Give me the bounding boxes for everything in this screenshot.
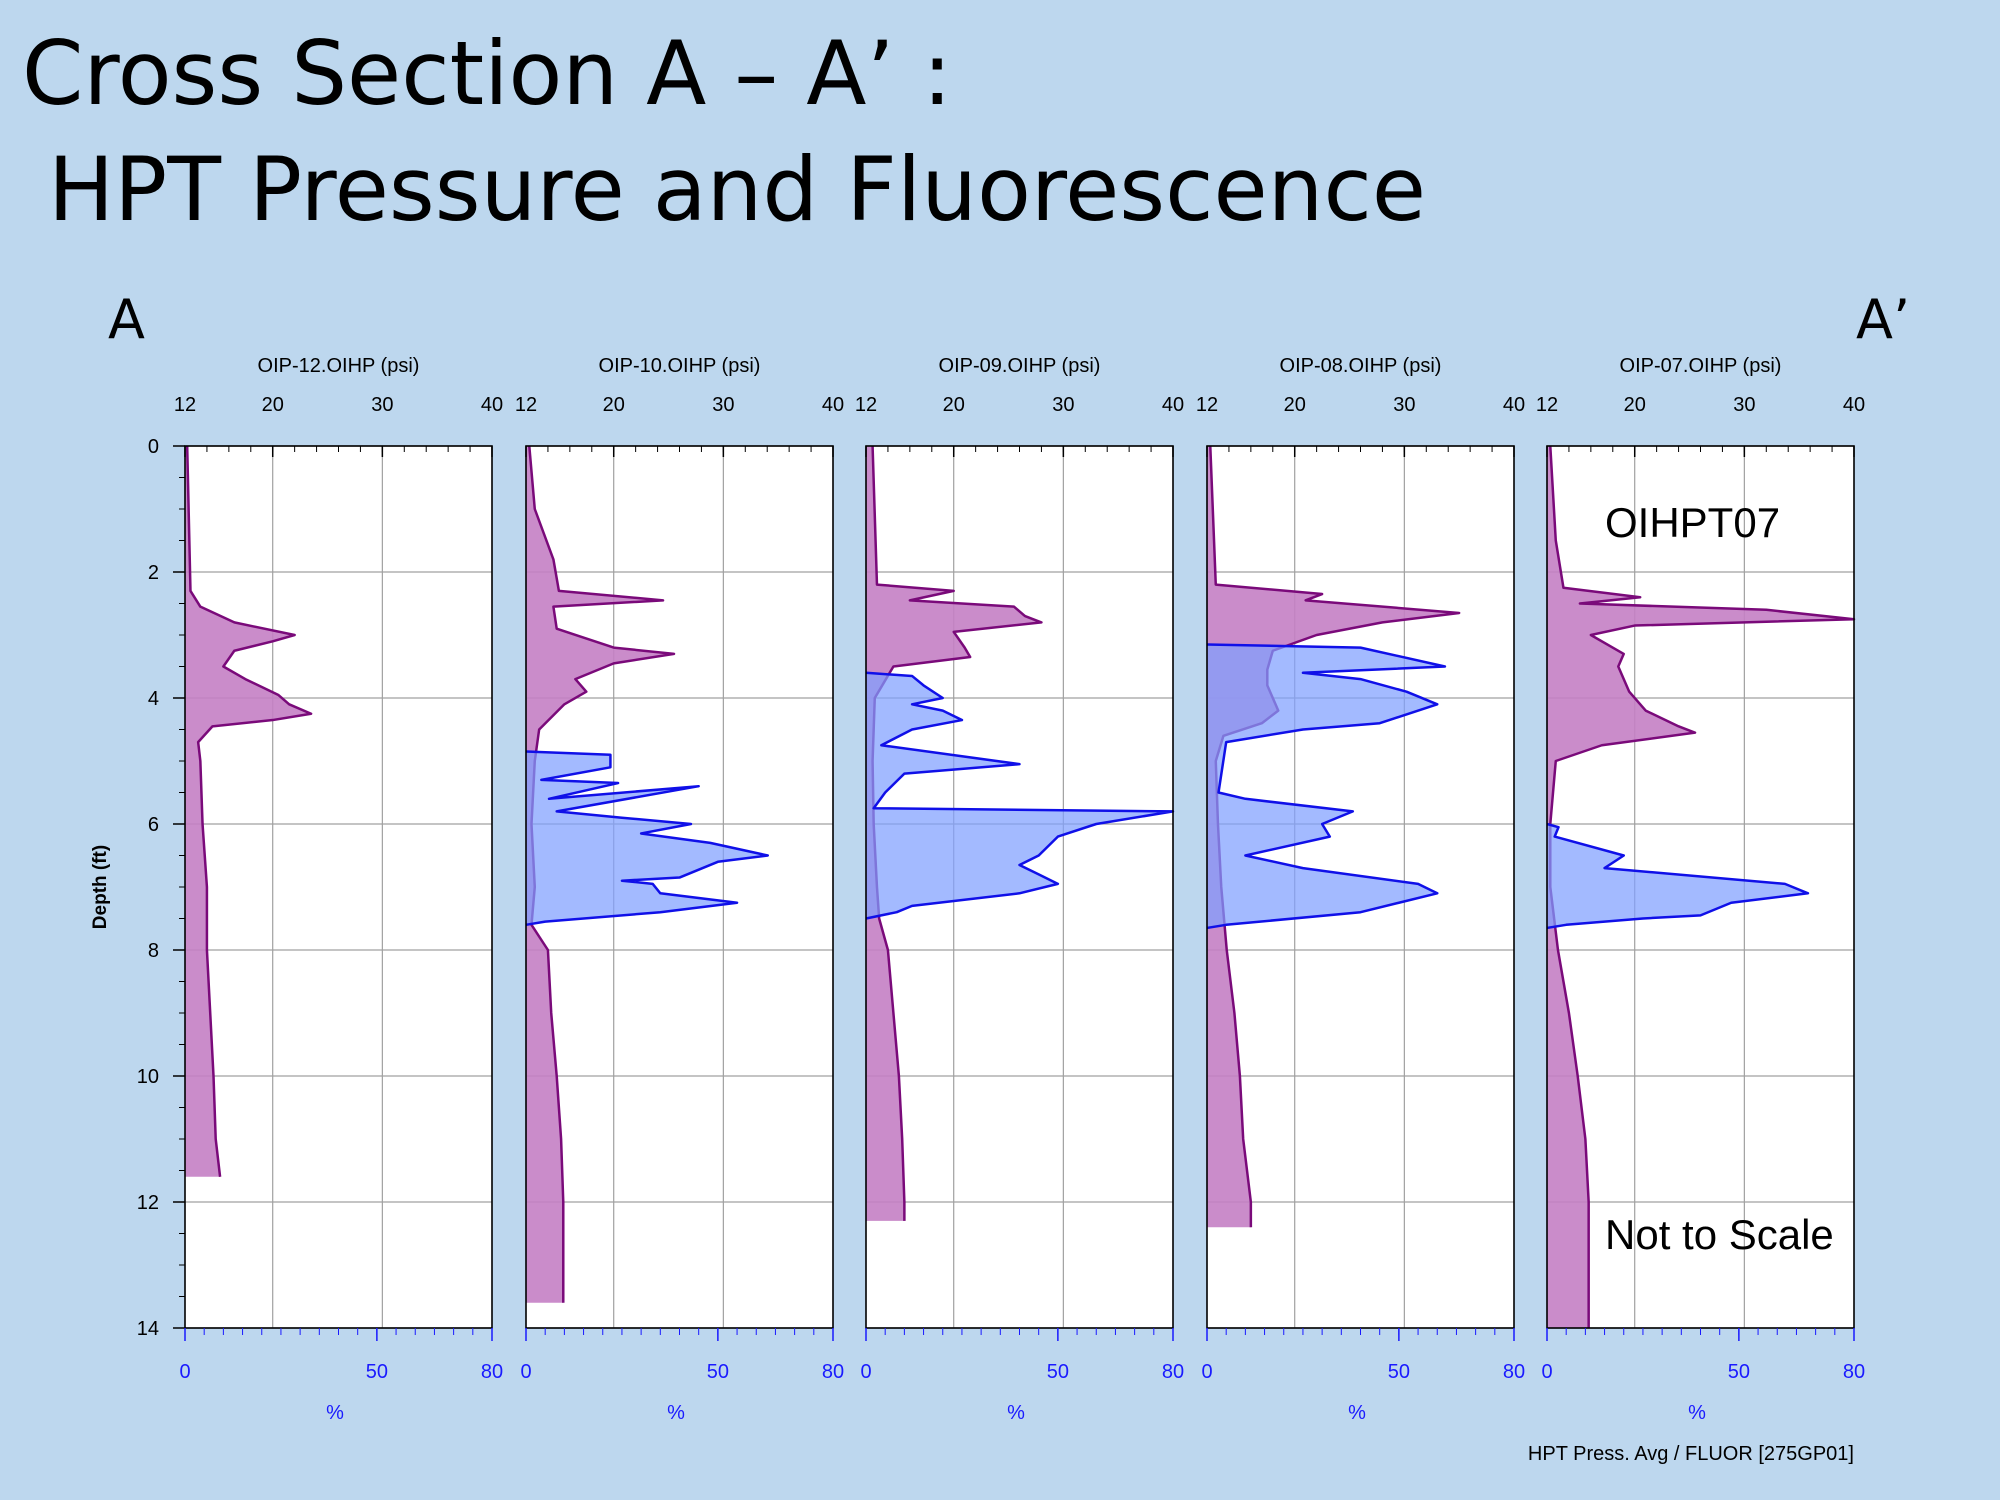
- panel-annotation: OIHPT07: [1605, 499, 1780, 546]
- depth-axis-label: Depth (ft): [90, 845, 111, 929]
- pressure-area: [185, 446, 312, 1177]
- top-tick-label: 30: [371, 394, 393, 416]
- bottom-tick-label: 50: [1728, 1361, 1750, 1383]
- fluorescence-line: [865, 671, 1175, 920]
- top-tick-label: 40: [1843, 394, 1865, 416]
- not-to-scale-note: Not to Scale: [1605, 1211, 1834, 1258]
- panel-title: OIP-12.OIHP (psi): [258, 355, 420, 377]
- bottom-tick-label: 0: [1201, 1361, 1212, 1383]
- top-tick-label: 12: [1536, 394, 1558, 416]
- section-end-label: A’: [1856, 288, 1911, 351]
- bottom-tick-label: 80: [481, 1361, 503, 1383]
- pressure-area: [1207, 446, 1460, 1228]
- bottom-tick-label: 0: [179, 1361, 190, 1383]
- fluorescence-area: [1547, 824, 1808, 928]
- top-tick-label: 30: [1733, 394, 1755, 416]
- fluorescence-area: [1207, 644, 1445, 928]
- bottom-tick-label: 80: [1162, 1361, 1184, 1383]
- bottom-axis-label: %: [1688, 1402, 1706, 1424]
- pressure-line: [185, 445, 313, 1177]
- fluorescence-line: [1206, 643, 1447, 930]
- depth-tick-label: 8: [148, 940, 159, 962]
- top-tick-label: 20: [943, 394, 965, 416]
- pressure-line: [1549, 445, 1856, 1328]
- pressure-area: [866, 446, 1042, 1221]
- top-tick-label: 20: [1284, 394, 1306, 416]
- depth-tick-label: 4: [148, 688, 159, 710]
- top-tick-label: 40: [481, 394, 503, 416]
- bottom-tick-label: 0: [520, 1361, 531, 1383]
- log-panel: 12 20 30 40 OIP-09.OIHP (psi) 0 50 80%: [855, 355, 1184, 1424]
- depth-tick-label: 14: [137, 1318, 159, 1340]
- top-tick-label: 20: [262, 394, 284, 416]
- bottom-tick-label: 80: [822, 1361, 844, 1383]
- bottom-tick-label: 0: [1541, 1361, 1552, 1383]
- bottom-axis-label: %: [1007, 1402, 1025, 1424]
- top-tick-label: 40: [822, 394, 844, 416]
- fluorescence-line: [525, 750, 770, 927]
- depth-tick-label: 12: [137, 1192, 159, 1214]
- top-tick-label: 20: [1624, 394, 1646, 416]
- section-start-label: A: [108, 288, 145, 351]
- bottom-axis-label: %: [1348, 1402, 1366, 1424]
- panel-title: OIP-08.OIHP (psi): [1280, 355, 1442, 377]
- bottom-axis-label: %: [326, 1402, 344, 1424]
- bottom-axis-label: %: [667, 1402, 685, 1424]
- top-tick-label: 12: [855, 394, 877, 416]
- depth-axis: 0 2 4 6 8 10 12 14 Depth (ft): [90, 436, 185, 1340]
- depth-tick-label: 6: [148, 814, 159, 836]
- log-panel: 12 20 30 40 OIP-08.OIHP (psi) 0 50 80%: [1196, 355, 1525, 1424]
- pressure-area: [1547, 446, 1854, 1328]
- top-tick-label: 30: [1052, 394, 1074, 416]
- plot-area: [185, 446, 492, 1328]
- bottom-tick-label: 50: [1388, 1361, 1410, 1383]
- top-tick-label: 12: [515, 394, 537, 416]
- bottom-tick-label: 50: [366, 1361, 388, 1383]
- title-line-1: Cross Section A – A’ :: [22, 22, 953, 125]
- top-tick-label: 30: [1393, 394, 1415, 416]
- chart-footer: HPT Press. Avg / FLUOR [275GP01]: [1528, 1443, 1854, 1465]
- log-panel: 12 20 30 40 OIP-07.OIHP (psi) 0 50 80% OIHPT07 No…: [1536, 355, 1865, 1424]
- bottom-tick-label: 50: [707, 1361, 729, 1383]
- title-line-2: HPT Pressure and Fluorescence: [48, 138, 1426, 241]
- top-tick-label: 30: [712, 394, 734, 416]
- top-tick-label: 20: [603, 394, 625, 416]
- bottom-tick-label: 80: [1843, 1361, 1865, 1383]
- panel-title: OIP-10.OIHP (psi): [599, 355, 761, 377]
- top-tick-label: 12: [1196, 394, 1218, 416]
- panel-title: OIP-09.OIHP (psi): [939, 355, 1101, 377]
- log-panel: 12 20 30 40 OIP-12.OIHP (psi) 0 50 80%: [174, 355, 503, 1424]
- bottom-tick-label: 80: [1503, 1361, 1525, 1383]
- bottom-tick-label: 0: [860, 1361, 871, 1383]
- depth-tick-label: 0: [148, 436, 159, 458]
- depth-tick-label: 2: [148, 562, 159, 584]
- fluorescence-area: [526, 751, 768, 925]
- top-tick-label: 40: [1162, 394, 1184, 416]
- fluorescence-area: [866, 672, 1173, 919]
- pressure-area: [526, 446, 675, 1303]
- top-tick-label: 40: [1503, 394, 1525, 416]
- log-panel: 12 20 30 40 OIP-10.OIHP (psi) 0 50 80%: [515, 355, 844, 1424]
- fluorescence-line: [1546, 822, 1810, 930]
- page-title: Cross Section A – A’ : HPT Pressure and …: [22, 16, 1426, 248]
- panel-title: OIP-07.OIHP (psi): [1620, 355, 1782, 377]
- depth-tick-label: 10: [137, 1066, 159, 1088]
- top-tick-label: 12: [174, 394, 196, 416]
- pressure-line: [528, 445, 676, 1303]
- bottom-tick-label: 50: [1047, 1361, 1069, 1383]
